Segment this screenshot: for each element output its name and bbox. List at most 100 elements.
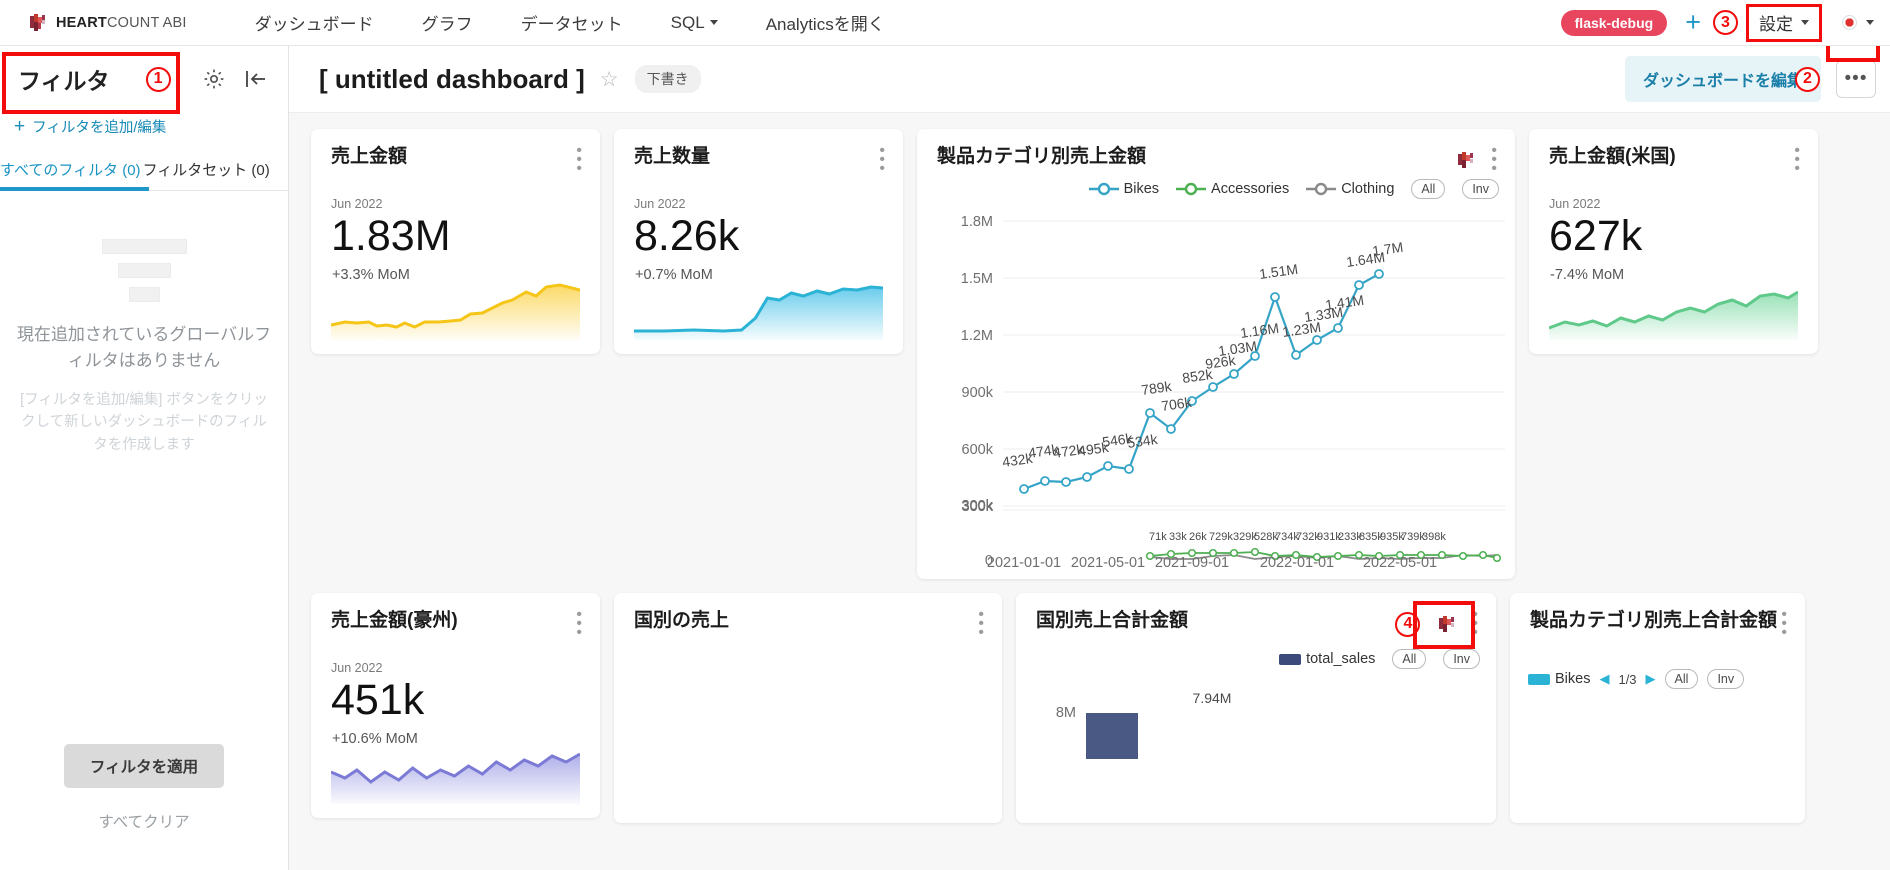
kpi-delta: +0.7% MoM (635, 266, 713, 283)
sparkline-chart (331, 742, 580, 804)
apply-filters-button[interactable]: フィルタを適用 (63, 744, 225, 788)
dashboard-more-menu[interactable]: ••• (1836, 60, 1876, 98)
heartcount-mini-icon[interactable] (1438, 614, 1458, 634)
legend-item-clothing[interactable]: Clothing (1306, 181, 1394, 197)
legend-item-total-sales[interactable]: total_sales (1279, 651, 1375, 667)
card-header: 売上金額 • • • (311, 129, 600, 177)
card-sales-by-country[interactable]: 国別の売上 • • • (614, 593, 1002, 823)
skeleton-bar (117, 263, 171, 278)
svg-text:2021-01-01: 2021-01-01 (987, 555, 1061, 569)
nav-link-label: Analyticsを開く (765, 15, 885, 34)
legend-label: Bikes (1555, 671, 1591, 688)
filter-panel-title: フィルタ (18, 68, 110, 94)
card-menu-icon[interactable]: • • • (978, 606, 984, 641)
card-menu-icon[interactable]: • • • (1781, 606, 1787, 641)
legend-marker (1088, 183, 1119, 196)
legend-label: total_sales (1306, 651, 1376, 668)
kpi-card-sales-amount-us[interactable]: 売上金額(米国) • • • Jun 2022 627k -7.4% MoM (1529, 129, 1818, 354)
card-title: 売上金額(米国) (1549, 146, 1676, 167)
add-edit-filter-button[interactable]: + フィルタを追加/編集 (0, 112, 288, 137)
heartcount-logo-icon (28, 12, 50, 34)
kpi-period: Jun 2022 (331, 661, 383, 676)
clear-all-button[interactable]: すべてクリア (98, 814, 190, 831)
svg-text:1.03M: 1.03M (1217, 338, 1258, 359)
card-menu-icon[interactable]: • • • (879, 142, 885, 177)
brand-logo-area[interactable]: HEARTCOUNT ABI (28, 12, 187, 34)
kpi-period: Jun 2022 (331, 197, 383, 212)
heartcount-mini-icon[interactable] (1457, 150, 1477, 170)
legend-all-button[interactable]: All (1664, 669, 1699, 690)
legend-next-icon[interactable]: ▶ (1645, 671, 1656, 687)
legend-item-bikes[interactable]: Bikes (1528, 671, 1590, 687)
kpi-value: 1.83M (331, 212, 451, 261)
chevron-down-icon[interactable] (1866, 20, 1874, 25)
empty-state-title: 現在追加されているグローバルフィルタはありません (16, 325, 272, 370)
filter-sidebar-header: フィルタ 1 (0, 46, 288, 112)
kpi-card-sales-quantity[interactable]: 売上数量 • • • Jun 2022 8.26k +0.7% MoM (614, 129, 903, 354)
svg-text:71k: 71k (1149, 531, 1167, 543)
card-header: 売上金額(米国) • • • (1529, 129, 1818, 177)
card-menu-icon[interactable]: • • • (576, 142, 582, 177)
annotation-marker-2: 2 (1795, 66, 1820, 92)
card-header: 売上金額(豪州) • • • (311, 593, 600, 641)
legend-inv-button[interactable]: Inv (1443, 649, 1480, 670)
card-total-sales-by-country[interactable]: 国別売上合計金額 4 (1016, 593, 1496, 823)
settings-label: 設定 (1759, 14, 1793, 34)
card-menu-icon[interactable]: • • • (1491, 142, 1497, 177)
sparkline-chart (1549, 278, 1798, 340)
kpi-card-sales-amount-au[interactable]: 売上金額(豪州) • • • Jun 2022 451k +10.6% MoM (311, 593, 600, 818)
active-tab-underline (0, 187, 149, 191)
annotation-marker-1: 1 (145, 66, 171, 92)
legend-inv-button[interactable]: Inv (1462, 179, 1499, 200)
svg-text:26k: 26k (1189, 531, 1207, 543)
tab-all-filters[interactable]: すべてのフィルタ (0) (0, 162, 141, 179)
gear-icon[interactable] (202, 67, 226, 91)
language-flag-icon[interactable] (1842, 15, 1857, 30)
favorite-star-icon[interactable]: ☆ (599, 67, 619, 91)
dashboard-header-actions: ダッシュボードを編集 2 ••• (1624, 56, 1876, 102)
legend-item-bikes[interactable]: Bikes (1088, 181, 1159, 197)
nav-link-sql[interactable]: SQL (647, 13, 742, 33)
legend-prev-icon[interactable]: ◀ (1599, 671, 1610, 687)
card-header-actions: • • • (1457, 142, 1501, 177)
svg-text:432k: 432k (1001, 450, 1034, 470)
nav-links: ダッシュボード グラフ データセット SQL Analyticsを開く (231, 10, 909, 35)
legend-all-button[interactable]: All (1392, 649, 1427, 670)
svg-text:835k: 835k (1359, 531, 1383, 543)
filter-sidebar: フィルタ 1 + フィルタを追加/編集 (0, 46, 289, 870)
nav-link-label: SQL (670, 12, 705, 32)
kpi-value: 8.26k (634, 212, 740, 261)
settings-menu[interactable]: 設定 (1746, 3, 1822, 42)
add-edit-filter-label: フィルタを追加/編集 (32, 120, 167, 136)
svg-text:495k: 495k (1077, 439, 1110, 459)
svg-text:935k: 935k (1380, 531, 1404, 543)
chart-legend: total_sales All Inv (1016, 639, 1496, 670)
legend-all-button[interactable]: All (1411, 179, 1446, 200)
tab-filter-sets[interactable]: フィルタセット (0) (142, 162, 270, 179)
legend-item-accessories[interactable]: Accessories (1176, 181, 1289, 197)
add-new-button[interactable]: + (1685, 7, 1701, 37)
card-header: 国別の売上 • • • (614, 593, 1002, 641)
card-menu-icon[interactable]: • • • (576, 606, 582, 641)
collapse-sidebar-icon[interactable] (244, 68, 268, 90)
card-menu-icon[interactable]: • • • (1472, 606, 1478, 641)
card-total-sales-by-product-category[interactable]: 製品カテゴリ別売上合計金額 • • • Bikes ◀ 1/3 ▶ All Inv (1510, 593, 1805, 823)
chart-card-sales-by-product-category[interactable]: 製品カテゴリ別売上金額 • • • (917, 129, 1515, 579)
legend-inv-button[interactable]: Inv (1707, 669, 1745, 690)
sparkline-chart (331, 278, 580, 340)
svg-text:398k: 398k (1422, 531, 1446, 543)
legend-label: Accessories (1211, 181, 1290, 198)
nav-link-dataset[interactable]: データセット (497, 10, 647, 35)
svg-text:931k: 931k (1317, 531, 1341, 543)
card-menu-icon[interactable]: • • • (1794, 142, 1800, 177)
svg-text:0: 0 (985, 553, 993, 569)
filter-empty-state: 現在追加されているグローバルフィルタはありません [フィルタを追加/編集] ボタ… (0, 239, 288, 456)
line-chart-plot: 1.8M 1.5M 1.2M 900k 600k 300k 300k 300k (917, 199, 1515, 569)
nav-link-chart[interactable]: グラフ (398, 10, 497, 35)
nav-right-group: flask-debug + 3 設定 (1560, 3, 1874, 42)
nav-link-open-analytics[interactable]: Analyticsを開く (742, 10, 909, 35)
kpi-card-sales-amount[interactable]: 売上金額 • • • Jun 2022 1.83M +3.3% MoM (311, 129, 600, 354)
svg-text:926k: 926k (1204, 352, 1237, 372)
edit-dashboard-button[interactable]: ダッシュボードを編集 (1624, 56, 1821, 102)
nav-link-dashboard[interactable]: ダッシュボード (231, 10, 398, 35)
